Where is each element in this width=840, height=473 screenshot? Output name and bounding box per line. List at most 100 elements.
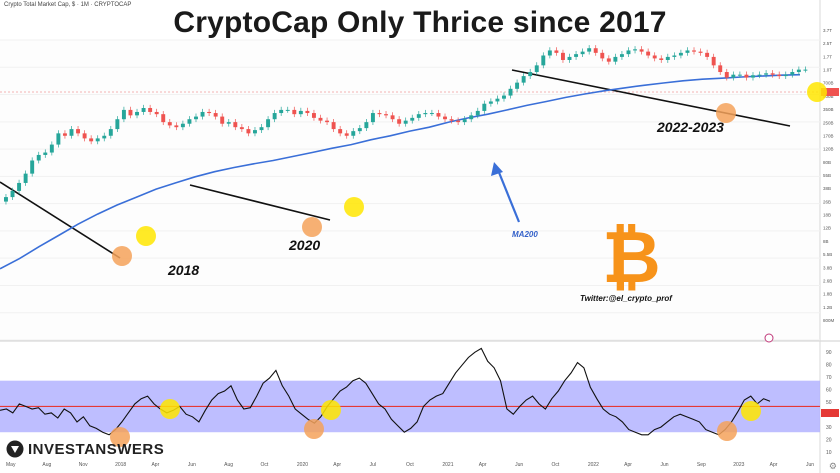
price-tick-label: 800M (823, 318, 835, 323)
candle-body (377, 113, 382, 115)
candle-body (246, 129, 251, 134)
price-tick-label: 18B (823, 213, 831, 218)
candle-body (259, 127, 264, 131)
ma200-path (0, 73, 801, 270)
price-tick-label: 2.6B (823, 278, 832, 283)
x-tick-label: 2023 (733, 462, 744, 468)
annotation-2018: 2018 (168, 262, 200, 278)
candle-body (89, 138, 94, 142)
candle-body (652, 55, 657, 59)
price-tick-label: 1.8B (823, 292, 832, 297)
candle-body (62, 133, 67, 136)
candle-body (619, 54, 624, 57)
x-tick-label: Apr (624, 462, 632, 468)
candle-body (187, 119, 192, 124)
rsi-path (0, 347, 771, 436)
x-tick-label: Apr (151, 462, 159, 468)
candle-body (633, 49, 638, 51)
rsi-tick-label: 20 (826, 438, 832, 444)
highlight-circle (717, 421, 737, 441)
candle-body (357, 128, 362, 132)
price-y-axis: 3.7T 2.5T 1.7T 1.0T 700B 500B 350B 250B 170B 120B… (821, 28, 839, 323)
candle-body (482, 103, 487, 111)
price-tag (821, 88, 839, 96)
candle-body (803, 69, 808, 71)
candle-body (370, 113, 375, 123)
candle-body (508, 88, 513, 96)
candle-body (292, 109, 297, 115)
candle-body (541, 55, 546, 66)
price-tick-label: 700B (823, 81, 834, 86)
rsi-tick-label: 80 (826, 363, 832, 369)
candle-body (69, 129, 74, 136)
price-pane-bg (0, 40, 820, 340)
candle-body (488, 101, 493, 104)
candle-body (456, 120, 461, 123)
candle-body (318, 117, 323, 121)
candle-body (410, 117, 415, 121)
x-tick-label: Nov (79, 462, 88, 468)
instrument-label: Crypto Total Market Cap, $ · 1M · CRYPTO… (4, 2, 132, 8)
candle-body (279, 109, 284, 114)
candle-body (469, 115, 474, 120)
candle-body (220, 116, 225, 124)
highlight-circle (112, 246, 132, 266)
candle-body (364, 122, 369, 129)
candle-body (777, 74, 782, 77)
chart-title: CryptoCap Only Thrice since 2017 (173, 6, 667, 39)
candle-body (154, 111, 159, 115)
candle-body (534, 65, 539, 73)
x-tick-label: 2020 (297, 462, 308, 468)
x-tick-label: Jul (370, 462, 376, 468)
candle-body (207, 111, 212, 114)
candle-body (108, 129, 113, 136)
highlight-circle (716, 103, 736, 123)
highlight-circle (741, 401, 761, 421)
x-tick-label: Oct (406, 462, 414, 468)
candle-body (344, 133, 349, 136)
x-tick-label: Jun (661, 462, 669, 468)
price-tick-label: 3.8B (823, 265, 832, 270)
candle-body (613, 56, 618, 62)
brand-name: INVESTANSWERS (28, 440, 165, 458)
annotation-ma200: MA200 (512, 230, 538, 239)
candle-body (436, 113, 441, 117)
candle-body (770, 73, 775, 75)
candle-body (449, 119, 454, 121)
candle-body (266, 119, 271, 128)
gear-icon[interactable]: ⚙ (828, 461, 837, 471)
candle-body (161, 114, 166, 123)
price-tick-label: 1.7T (823, 54, 832, 59)
candle-body (567, 56, 572, 60)
candle-body (515, 82, 520, 89)
rsi-tick-label: 90 (826, 350, 832, 356)
rsi-tick-label: 70 (826, 375, 832, 381)
candle-body (554, 50, 559, 53)
x-tick-label: May (6, 462, 16, 468)
ma200-arrow (491, 162, 521, 223)
trendline (0, 181, 121, 259)
x-tick-label: Jun (806, 462, 814, 468)
candle-body (626, 50, 631, 55)
candle-body (574, 54, 579, 57)
x-tick-label: Oct (551, 462, 559, 468)
candle-body (528, 72, 533, 77)
highlight-circle (110, 427, 130, 447)
candle-body (115, 119, 120, 130)
price-tick-label: 2.5T (823, 41, 832, 46)
candle-body (148, 107, 153, 112)
rsi-tag (821, 409, 839, 417)
rsi-tick-label: 10 (826, 450, 832, 456)
candle-body (764, 73, 769, 75)
rsi-band (0, 380, 820, 433)
candle-body (23, 173, 28, 183)
candle-body (272, 113, 277, 120)
candle-body (233, 122, 238, 128)
twitter-handle: Twitter:@el_crypto_prof (580, 294, 672, 303)
candle-body (180, 123, 185, 128)
price-tick-label: 3.7T (823, 28, 832, 33)
rsi-tick-label: 60 (826, 388, 832, 394)
candle-body (56, 133, 61, 145)
candle-body (253, 130, 257, 134)
